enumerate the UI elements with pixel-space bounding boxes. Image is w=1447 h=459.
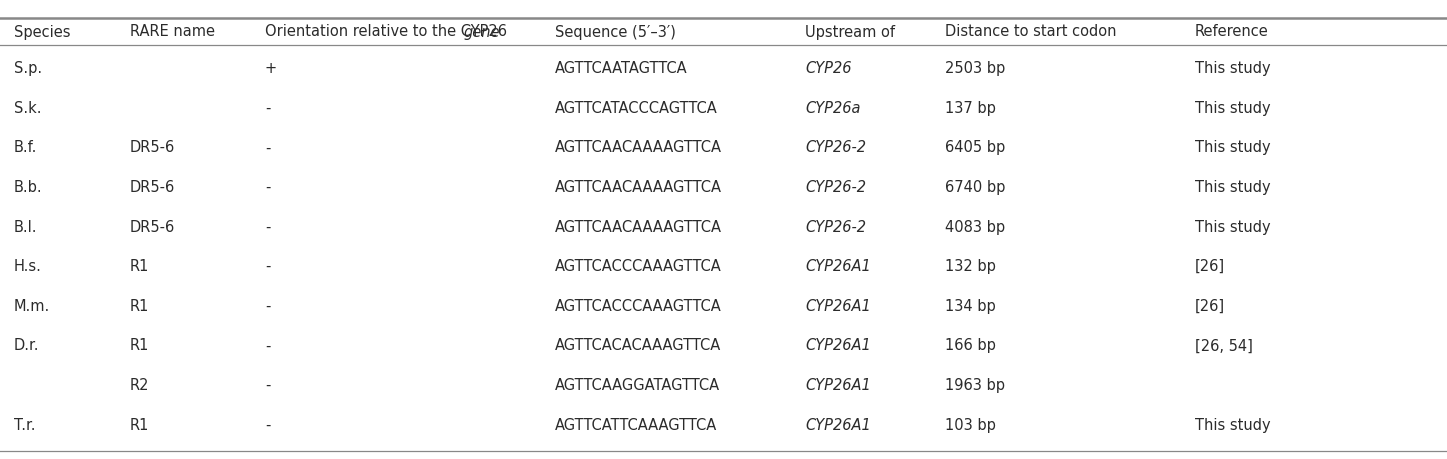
Text: 6405 bp: 6405 bp <box>945 140 1006 156</box>
Text: CYP26A1: CYP26A1 <box>805 338 871 353</box>
Text: -: - <box>265 101 271 116</box>
Text: AGTTCACACAAAGTTCA: AGTTCACACAAAGTTCA <box>556 338 721 353</box>
Text: R1: R1 <box>130 299 149 314</box>
Text: DR5-6: DR5-6 <box>130 220 175 235</box>
Text: CYP26-2: CYP26-2 <box>805 140 865 156</box>
Text: This study: This study <box>1195 220 1270 235</box>
Text: -: - <box>265 259 271 274</box>
Text: AGTTCAATAGTTCA: AGTTCAATAGTTCA <box>556 61 687 76</box>
Text: 1963 bp: 1963 bp <box>945 378 1006 393</box>
Text: AGTTCAACAAAAGTTCA: AGTTCAACAAAAGTTCA <box>556 220 722 235</box>
Text: 2503 bp: 2503 bp <box>945 61 1006 76</box>
Text: D.r.: D.r. <box>14 338 39 353</box>
Text: DR5-6: DR5-6 <box>130 140 175 156</box>
Text: AGTTCATTCAAAGTTCA: AGTTCATTCAAAGTTCA <box>556 418 718 433</box>
Text: 134 bp: 134 bp <box>945 299 996 314</box>
Text: CYP26: CYP26 <box>805 61 851 76</box>
Text: 166 bp: 166 bp <box>945 338 996 353</box>
Text: Species: Species <box>14 24 71 39</box>
Text: [26]: [26] <box>1195 259 1226 274</box>
Text: -: - <box>265 180 271 195</box>
Text: CYP26A1: CYP26A1 <box>805 299 871 314</box>
Text: H.s.: H.s. <box>14 259 42 274</box>
Text: 137 bp: 137 bp <box>945 101 996 116</box>
Text: -: - <box>265 299 271 314</box>
Text: R1: R1 <box>130 338 149 353</box>
Text: This study: This study <box>1195 180 1270 195</box>
Text: CYP26A1: CYP26A1 <box>805 418 871 433</box>
Text: DR5-6: DR5-6 <box>130 180 175 195</box>
Text: 4083 bp: 4083 bp <box>945 220 1006 235</box>
Text: R1: R1 <box>130 259 149 274</box>
Text: Distance to start codon: Distance to start codon <box>945 24 1117 39</box>
Text: M.m.: M.m. <box>14 299 51 314</box>
Text: S.k.: S.k. <box>14 101 42 116</box>
Text: AGTTCACCCAAAGTTCA: AGTTCACCCAAAGTTCA <box>556 259 722 274</box>
Text: Reference: Reference <box>1195 24 1269 39</box>
Text: gene: gene <box>464 24 501 39</box>
Text: B.b.: B.b. <box>14 180 42 195</box>
Text: CYP26-2: CYP26-2 <box>805 180 865 195</box>
Text: CYP26A1: CYP26A1 <box>805 259 871 274</box>
Text: CYP26-2: CYP26-2 <box>805 220 865 235</box>
Text: [26, 54]: [26, 54] <box>1195 338 1253 353</box>
Text: This study: This study <box>1195 140 1270 156</box>
Text: 132 bp: 132 bp <box>945 259 996 274</box>
Text: -: - <box>265 220 271 235</box>
Text: -: - <box>265 418 271 433</box>
Text: R2: R2 <box>130 378 149 393</box>
Text: CYP26A1: CYP26A1 <box>805 378 871 393</box>
Text: AGTTCATACCCAGTTCA: AGTTCATACCCAGTTCA <box>556 101 718 116</box>
Text: RARE name: RARE name <box>130 24 216 39</box>
Text: +: + <box>265 61 278 76</box>
Text: T.r.: T.r. <box>14 418 36 433</box>
Text: This study: This study <box>1195 101 1270 116</box>
Text: B.l.: B.l. <box>14 220 38 235</box>
Text: AGTTCAACAAAAGTTCA: AGTTCAACAAAAGTTCA <box>556 180 722 195</box>
Text: CYP26a: CYP26a <box>805 101 861 116</box>
Text: AGTTCAACAAAAGTTCA: AGTTCAACAAAAGTTCA <box>556 140 722 156</box>
Text: AGTTCACCCAAAGTTCA: AGTTCACCCAAAGTTCA <box>556 299 722 314</box>
Text: -: - <box>265 338 271 353</box>
Text: S.p.: S.p. <box>14 61 42 76</box>
Text: This study: This study <box>1195 61 1270 76</box>
Text: 103 bp: 103 bp <box>945 418 996 433</box>
Text: B.f.: B.f. <box>14 140 38 156</box>
Text: R1: R1 <box>130 418 149 433</box>
Text: Upstream of: Upstream of <box>805 24 896 39</box>
Text: AGTTCAAGGATAGTTCA: AGTTCAAGGATAGTTCA <box>556 378 721 393</box>
Text: 6740 bp: 6740 bp <box>945 180 1006 195</box>
Text: -: - <box>265 378 271 393</box>
Text: Sequence (5′–3′): Sequence (5′–3′) <box>556 24 676 39</box>
Text: -: - <box>265 140 271 156</box>
Text: Orientation relative to the CYP26: Orientation relative to the CYP26 <box>265 24 512 39</box>
Text: This study: This study <box>1195 418 1270 433</box>
Text: [26]: [26] <box>1195 299 1226 314</box>
